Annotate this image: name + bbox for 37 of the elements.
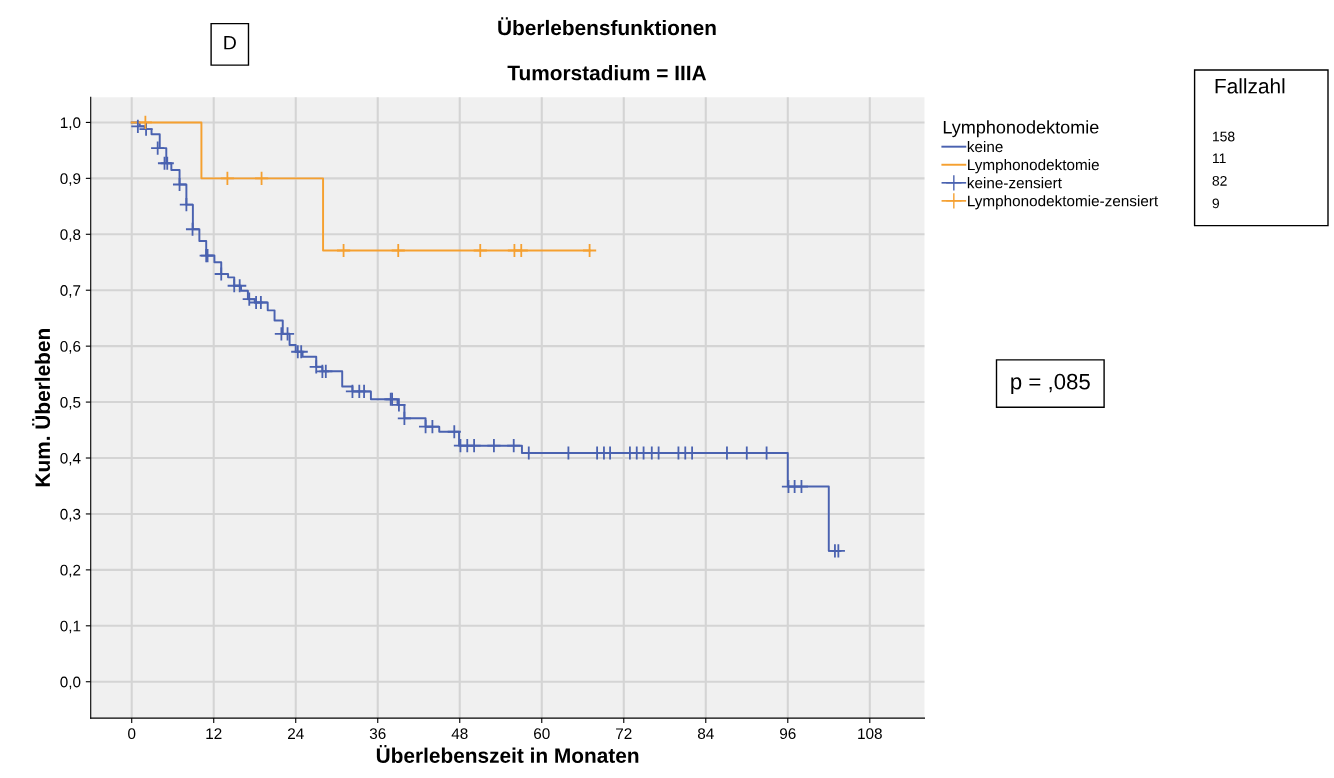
x-tick-label: 24	[288, 728, 304, 739]
legend-label: keine	[967, 140, 1003, 153]
x-axis-title: Überlebenszeit in Monaten	[376, 744, 639, 763]
legend-label: Lymphonodektomie-zensiert	[968, 195, 1159, 210]
x-tick-label: 96	[780, 728, 796, 740]
x-tick-label: 12	[206, 728, 222, 739]
legend-label: keine-zensiert	[967, 177, 1062, 189]
y-tick-label: 0,9	[60, 173, 81, 186]
x-tick-label: 72	[616, 728, 632, 739]
y-tick-label: 0,2	[60, 564, 81, 578]
text: 82	[1212, 175, 1227, 186]
legend-label: Lymphonodektomie	[968, 159, 1099, 174]
y-axis-title: Kum. Überleben	[32, 329, 51, 487]
y-tick-label: 0,6	[60, 341, 81, 354]
text: 11	[1213, 153, 1226, 164]
y-tick-label: 0,4	[60, 452, 81, 466]
y-tick-label: 0,7	[60, 285, 81, 298]
x-tick-label: 0	[128, 728, 136, 740]
text: Fallzahl	[1215, 78, 1285, 94]
y-tick-label: 0,3	[60, 508, 81, 522]
x-tick-label: 108	[858, 728, 882, 740]
y-tick-label: 0,8	[60, 229, 81, 242]
text: 9	[1212, 198, 1220, 209]
x-tick-label: 48	[451, 728, 468, 740]
x-tick-label: 36	[369, 728, 386, 740]
text: 158	[1213, 131, 1235, 142]
y-tick-label: 0,1	[60, 620, 81, 634]
chart-subtitle: Tumorstadium = IIIA	[507, 65, 707, 81]
y-tick-label: 0,0	[60, 676, 81, 690]
chart-title: Überlebensfunktionen	[498, 17, 716, 36]
x-tick-label: 60	[534, 728, 550, 740]
legend-title: Lymphonodektomie	[943, 120, 1099, 138]
text: D	[224, 36, 236, 50]
x-tick-label: 84	[697, 728, 714, 740]
y-tick-label: 0,5	[60, 396, 81, 410]
y-tick-label: 1,0	[60, 117, 81, 130]
text: p = ,085	[1011, 373, 1090, 394]
